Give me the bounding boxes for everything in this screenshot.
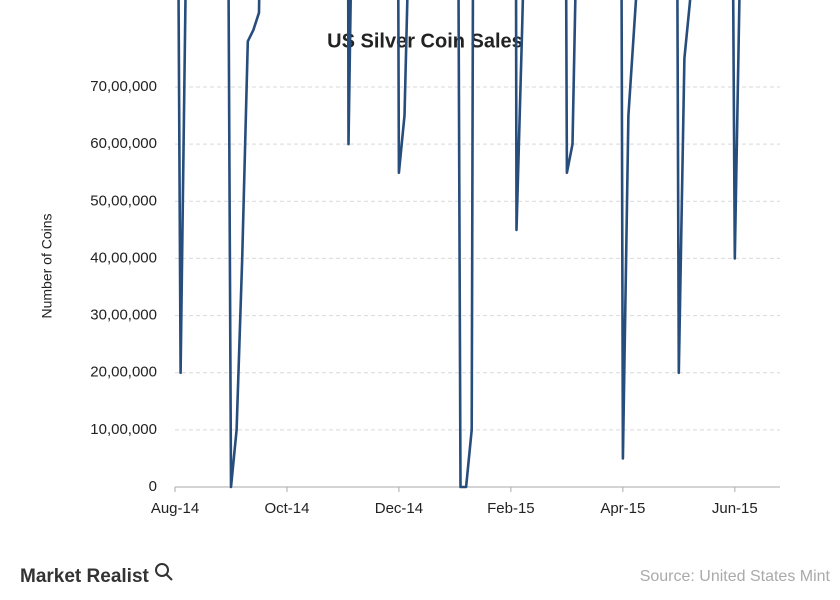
y-tick-label: 20,00,000: [90, 364, 157, 381]
y-tick-label: 30,00,000: [90, 307, 157, 324]
y-tick-label: 0: [149, 478, 157, 495]
y-tick-label: 40,00,000: [90, 249, 157, 266]
line-series: [177, 0, 741, 489]
logo: Market Realist: [20, 566, 150, 587]
y-tick-label: 60,00,000: [90, 135, 157, 152]
x-tick-label: Jun-15: [712, 500, 758, 517]
logo-icon: [155, 563, 173, 581]
y-axis-label: Number of Coins: [39, 213, 55, 318]
y-tick-label: 70,00,000: [90, 78, 157, 95]
x-tick-label: Apr-15: [600, 500, 645, 517]
y-tick-label: 50,00,000: [90, 192, 157, 209]
y-tick-label: 10,00,000: [90, 421, 157, 438]
x-tick-label: Oct-14: [264, 500, 309, 517]
x-tick-label: Aug-14: [151, 500, 199, 517]
x-tick-label: Dec-14: [375, 500, 423, 517]
x-tick-label: Feb-15: [487, 500, 535, 517]
source: Source: United States Mint: [640, 568, 831, 585]
chart-title: US Silver Coin Sales: [327, 30, 523, 52]
